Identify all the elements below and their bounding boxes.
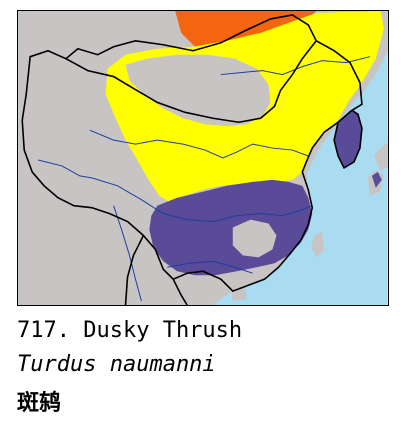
southeast-border bbox=[124, 235, 145, 305]
rivers bbox=[38, 56, 370, 302]
species-scientific-name: Turdus naumanni bbox=[17, 352, 216, 377]
species-chinese-name: 斑鸫 bbox=[17, 391, 62, 416]
river-amur bbox=[220, 56, 370, 76]
range-map bbox=[17, 10, 389, 306]
korea-border bbox=[333, 109, 363, 170]
winter-range-korea bbox=[334, 110, 362, 168]
river-pearl bbox=[167, 260, 253, 274]
china-border bbox=[21, 14, 363, 293]
species-number-title: 717. Dusky Thrush bbox=[17, 318, 243, 343]
river-yellow bbox=[89, 129, 309, 159]
migration-gap bbox=[125, 54, 271, 127]
river-west bbox=[38, 159, 92, 179]
river-mekong bbox=[113, 205, 142, 302]
country-borders bbox=[21, 14, 363, 305]
hainan bbox=[230, 285, 247, 302]
japan-island-honshu bbox=[373, 142, 388, 170]
mongolia-border bbox=[65, 40, 317, 124]
breeding-range bbox=[175, 11, 317, 47]
taiwan bbox=[311, 231, 325, 258]
indochina-border bbox=[172, 278, 188, 305]
winter-gap bbox=[232, 219, 277, 258]
winter-range bbox=[149, 179, 313, 276]
winter-range-japan bbox=[371, 171, 382, 188]
river-yangtze bbox=[91, 177, 313, 223]
